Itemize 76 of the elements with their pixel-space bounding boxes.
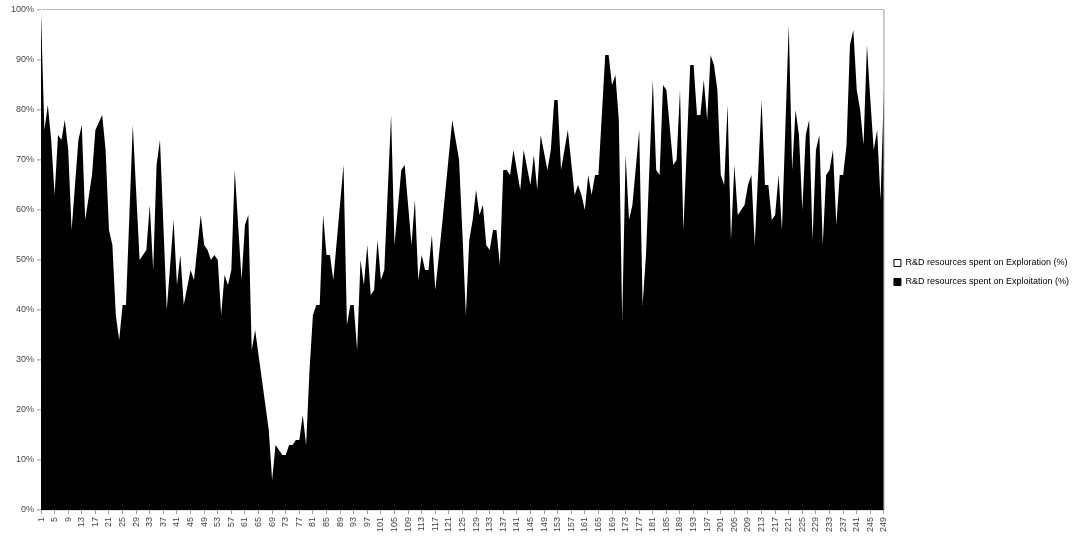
x-tick-label: 129 [470,516,481,533]
x-tick-label: 177 [633,516,644,533]
x-tick-label: 85 [321,516,331,527]
y-tick-label: 70% [16,154,35,165]
x-tick-label: 65 [253,516,264,527]
x-tick-label: 157 [565,516,576,533]
y-tick-label: 0% [21,504,35,515]
x-tick-label: 221 [783,516,794,533]
x-tick-label: 141 [511,516,522,533]
y-tick-label: 50% [16,254,35,265]
x-tick-label: 53 [212,516,223,527]
x-tick-label: 201 [715,516,726,533]
x-tick-label: 33 [144,516,155,527]
x-tick-label: 57 [225,516,236,527]
x-tick-label: 101 [375,516,386,533]
x-tick-label: 249 [878,516,889,533]
x-tick-label: 17 [89,516,100,527]
x-tick-label: 213 [756,516,767,533]
x-tick-label: 121 [443,516,454,533]
x-tick-label: 189 [674,516,685,533]
x-tick-label: 193 [688,516,699,533]
x-tick-label: 173 [620,516,631,533]
x-tick-label: 233 [824,516,835,533]
x-tick-label: 97 [361,516,372,527]
x-tick-label: 149 [538,516,549,533]
y-tick-label: 100% [10,4,35,15]
x-tick-label: 245 [864,516,875,533]
x-tick-label: 197 [701,516,712,533]
x-tick-label: 181 [647,516,658,533]
x-tick-label: 89 [334,516,345,527]
y-tick-label: 40% [16,304,35,315]
x-tick-label: 9 [62,516,73,522]
y-tick-label: 10% [16,454,35,465]
y-tick-label: 90% [16,54,35,65]
x-tick-label: 185 [660,516,671,533]
x-tick-label: 25 [117,516,128,527]
x-tick-label: 113 [416,516,427,532]
x-tick-label: 109 [402,516,413,533]
x-tick-label: 161 [579,516,590,533]
y-tick-label: 20% [16,404,35,415]
x-tick-label: 61 [239,516,250,527]
x-tick-label: 1 [35,516,46,522]
y-tick-label: 60% [16,204,35,215]
x-tick-label: 73 [280,516,291,527]
x-tick-label: 117 [429,516,440,532]
x-tick-label: 133 [484,516,495,533]
x-tick-label: 205 [728,516,739,533]
x-tick-label: 41 [171,516,182,527]
x-tick-label: 37 [157,516,168,527]
y-tick-label: 80% [16,104,35,115]
x-tick-label: 29 [130,516,141,527]
x-tick-label: 153 [552,516,563,533]
x-tick-label: 209 [742,516,753,533]
x-tick-label: 105 [388,516,399,533]
x-tick-label: 217 [769,516,780,533]
x-tick-label: 77 [293,516,304,527]
x-tick-label: 45 [185,516,196,527]
x-tick-label: 49 [198,516,209,527]
legend-label: R&D resources spent on Exploration (%) [905,257,1068,268]
x-tick-label: 165 [592,516,603,533]
x-tick-label: 225 [796,516,807,533]
x-tick-label: 69 [266,516,277,527]
x-tick-label: 137 [497,516,508,533]
x-tick-label: 5 [49,516,60,522]
legend-label: R&D resources spent on Exploitation (%) [905,276,1069,287]
y-tick-label: 30% [16,354,35,365]
x-tick-label: 125 [456,516,467,533]
x-tick-label: 145 [524,516,535,533]
x-tick-label: 21 [103,516,114,527]
x-tick-label: 237 [837,516,848,533]
x-tick-label: 169 [606,516,617,533]
x-tick-label: 13 [76,516,87,527]
x-tick-label: 93 [348,516,359,527]
x-tick-label: 241 [851,516,862,533]
x-tick-label: 81 [307,516,318,527]
x-tick-label: 229 [810,516,821,533]
